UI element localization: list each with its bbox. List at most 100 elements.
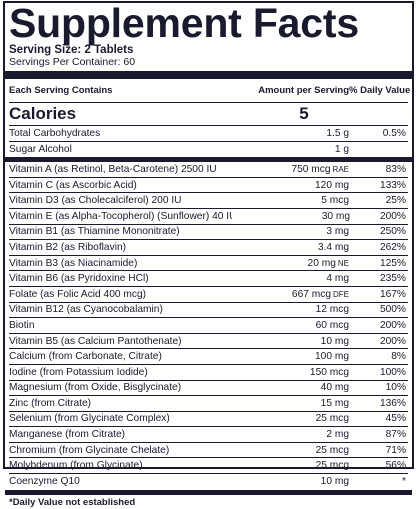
nutrient-amount-cell: 100 mg bbox=[229, 351, 349, 362]
nutrient-name: Vitamin B2 (as Riboflavin) bbox=[9, 241, 127, 253]
nutrient-amount-cell: 150 mcg bbox=[229, 367, 349, 378]
nutrient-name: Calcium (from Carbonate, Citrate) bbox=[9, 351, 162, 363]
nutrient-row: Iodine (from Potassium Iodide) 150 mcg 100… bbox=[9, 365, 408, 381]
nutrient-daily-value: 87% bbox=[385, 429, 406, 441]
nutrient-daily-value: 136% bbox=[379, 397, 406, 409]
nutrient-amount-cell: 25 mcg bbox=[229, 413, 349, 424]
nutrient-amount-cell: 120 mg bbox=[229, 180, 349, 191]
nutrient-unit-qualifier: DFE bbox=[333, 289, 349, 299]
nutrient-name: Zinc (from Citrate) bbox=[9, 397, 92, 409]
nutrient-row: Vitamin D3 (as Cholecalciferol) 200 IU 5 … bbox=[9, 193, 408, 209]
nutrient-amount-cell: 3 mg bbox=[229, 226, 349, 237]
nutrient-amount-cell: 750 mcg RAE bbox=[229, 164, 349, 175]
nutrient-name: Coenzyme Q10 bbox=[9, 476, 80, 488]
medium-divider bbox=[5, 157, 412, 163]
nutrient-name: Sugar Alcohol bbox=[9, 143, 72, 155]
nutrient-row: Calcium (from Carbonate, Citrate) 100 mg 8… bbox=[9, 349, 408, 365]
nutrient-amount: 4 mg bbox=[326, 273, 349, 285]
nutrient-amount: 2 mg bbox=[326, 429, 349, 441]
nutrient-daily-value: 200% bbox=[379, 210, 406, 222]
calories-label: Calories bbox=[9, 104, 77, 123]
nutrient-row: Total Carbohydrates 1.5 g 0.5% bbox=[9, 126, 408, 142]
nutrient-row: Magnesium (from Oxide, Bisglycinate) 40 m… bbox=[9, 381, 408, 397]
nutrient-name: Total Carbohydrates bbox=[9, 127, 101, 139]
nutrient-name: Vitamin B1 (as Thiamine Mononitrate) bbox=[9, 226, 180, 238]
nutrient-daily-value: 235% bbox=[379, 273, 406, 285]
thick-divider bbox=[5, 71, 412, 79]
nutrient-amount-cell: 40 mg bbox=[229, 382, 349, 393]
nutrient-name: Vitamin B6 (as Pyridoxine HCl) bbox=[9, 273, 149, 285]
nutrient-row: Vitamin B5 (as Calcium Pantothenate) 10 m… bbox=[9, 334, 408, 350]
nutrient-unit-qualifier: RAE bbox=[332, 164, 349, 174]
nutrient-row: Vitamin C (as Ascorbic Acid) 120 mg 133% bbox=[9, 178, 408, 194]
nutrient-row: Coenzyme Q10 10 mg * bbox=[9, 474, 408, 490]
nutrient-name: Selenium (from Glycinate Complex) bbox=[9, 413, 170, 425]
nutrient-row: Vitamin B6 (as Pyridoxine HCl) 4 mg 235% bbox=[9, 271, 408, 287]
nutrient-name: Vitamin B3 (as Niacinamide) bbox=[9, 257, 138, 269]
nutrient-name: Biotin bbox=[9, 319, 35, 331]
nutrient-name: Folate (as Folic Acid 400 mcg) bbox=[9, 288, 147, 300]
nutrient-amount-cell: 10 mg bbox=[229, 336, 349, 347]
nutrient-amount-cell: 25 mcg bbox=[229, 445, 349, 456]
nutrient-daily-value: 8% bbox=[391, 351, 406, 363]
nutrient-amount: 3 mg bbox=[326, 226, 349, 238]
header-daily-value: % Daily Value bbox=[349, 85, 411, 96]
nutrient-name: Vitamin B5 (as Calcium Pantothenate) bbox=[9, 335, 182, 347]
nutrient-amount: 667 mcg bbox=[291, 288, 331, 300]
serving-size: Serving Size: 2 Tablets bbox=[9, 44, 134, 56]
nutrient-row: Vitamin B2 (as Riboflavin) 3.4 mg 262% bbox=[9, 240, 408, 256]
nutrient-row: Vitamin B3 (as Niacinamide) 20 mg NE 125% bbox=[9, 256, 408, 272]
nutrient-row: Vitamin B12 (as Cyanocobalamin) 12 mcg 500… bbox=[9, 303, 408, 319]
nutrient-amount: 150 mcg bbox=[309, 366, 349, 378]
nutrient-amount-cell: 667 mcg DFE bbox=[229, 289, 349, 300]
nutrient-daily-value: 133% bbox=[379, 179, 406, 191]
nutrient-amount-cell: 60 mcg bbox=[229, 320, 349, 331]
nutrient-unit-qualifier: NE bbox=[337, 258, 349, 268]
header-name: Each Serving Contains bbox=[9, 85, 113, 96]
nutrient-amount: 60 mcg bbox=[315, 319, 349, 331]
nutrient-amount: 10 mg bbox=[320, 476, 349, 488]
nutrient-name: Molybdenum (from Glycinate) bbox=[9, 460, 143, 472]
column-header-row: Each Serving Contains Amount per Serving… bbox=[9, 79, 411, 103]
nutrient-daily-value: 200% bbox=[379, 319, 406, 331]
nutrient-amount: 25 mcg bbox=[315, 444, 349, 456]
nutrient-row: Biotin 60 mcg 200% bbox=[9, 318, 408, 334]
nutrient-daily-value: 71% bbox=[385, 444, 406, 456]
nutrient-daily-value: 100% bbox=[379, 366, 406, 378]
nutrient-amount: 12 mcg bbox=[315, 304, 349, 316]
nutrient-row: Manganese (from Citrate) 2 mg 87% bbox=[9, 427, 408, 443]
nutrient-amount-cell: 10 mg bbox=[229, 476, 349, 487]
supplement-facts-panel: Supplement Facts Serving Size: 2 Tablets… bbox=[3, 0, 414, 508]
nutrient-row: Zinc (from Citrate) 15 mg 136% bbox=[9, 396, 408, 412]
nutrient-row: Sugar Alcohol 1 g bbox=[9, 142, 408, 158]
nutrient-row: Chromium (from Glycinate Chelate) 25 mcg 7… bbox=[9, 443, 408, 459]
nutrient-name: Vitamin B12 (as Cyanocobalamin) bbox=[9, 304, 163, 316]
nutrient-name: Vitamin A (as Retinol, Beta-Carotene) 25… bbox=[9, 163, 217, 175]
nutrient-name: Vitamin E (as Alpha-Tocopherol) (Sunflow… bbox=[9, 210, 233, 222]
nutrient-name: Manganese (from Citrate) bbox=[9, 429, 126, 441]
calories-amount: 5 bbox=[299, 104, 309, 123]
nutrient-name: Vitamin C (as Ascorbic Acid) bbox=[9, 179, 137, 191]
nutrient-amount-cell: 1 g bbox=[229, 144, 349, 155]
nutrient-daily-value: 125% bbox=[379, 257, 406, 269]
nutrient-daily-value: 56% bbox=[385, 460, 406, 472]
nutrient-amount: 25 mcg bbox=[315, 413, 349, 425]
nutrient-amount: 40 mg bbox=[320, 382, 349, 394]
nutrient-daily-value: 200% bbox=[379, 335, 406, 347]
nutrient-name: Chromium (from Glycinate Chelate) bbox=[9, 444, 170, 456]
nutrient-rows: Vitamin A (as Retinol, Beta-Carotene) 25… bbox=[9, 162, 408, 489]
nutrient-amount-cell: 15 mg bbox=[229, 398, 349, 409]
nutrient-amount-cell: 20 mg NE bbox=[229, 258, 349, 269]
nutrient-row: Vitamin B1 (as Thiamine Mononitrate) 3 mg… bbox=[9, 225, 408, 241]
nutrient-amount-cell: 5 mcg bbox=[229, 195, 349, 206]
nutrient-daily-value: 10% bbox=[385, 382, 406, 394]
header-amount: Amount per Serving bbox=[258, 85, 349, 96]
nutrient-row: Vitamin A (as Retinol, Beta-Carotene) 25… bbox=[9, 162, 408, 178]
nutrient-amount: 25 mcg bbox=[315, 460, 349, 472]
nutrient-row: Selenium (from Glycinate Complex) 25 mcg 4… bbox=[9, 412, 408, 428]
nutrient-daily-value: * bbox=[402, 476, 406, 488]
nutrient-amount: 120 mg bbox=[315, 179, 349, 191]
nutrient-daily-value: 500% bbox=[379, 304, 406, 316]
panel-title: Supplement Facts bbox=[9, 0, 359, 46]
footnote: *Daily Value not established bbox=[9, 496, 136, 508]
